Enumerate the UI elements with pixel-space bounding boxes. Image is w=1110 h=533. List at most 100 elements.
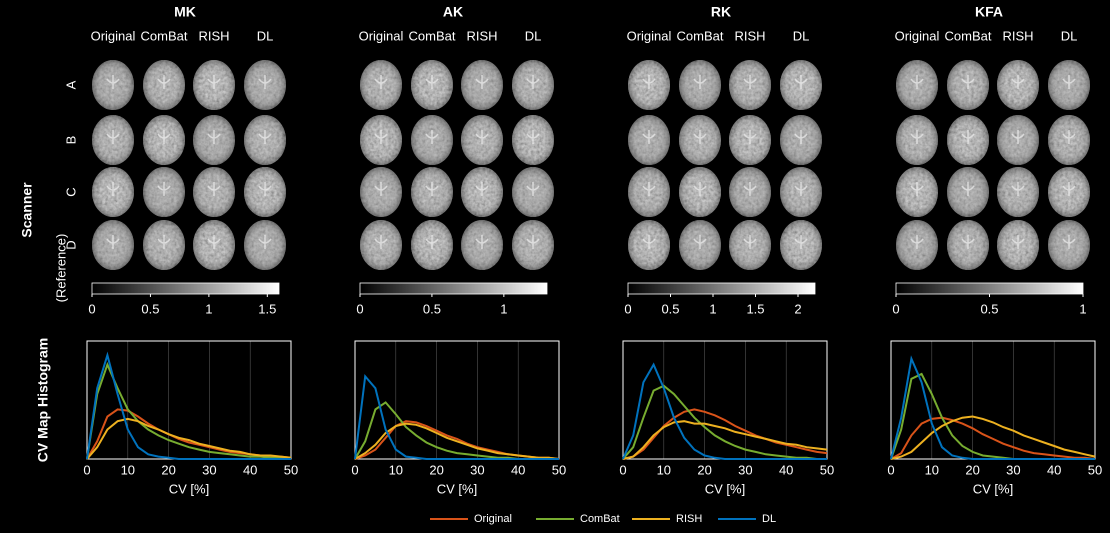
colorbar-tick-label: 1 [1079, 301, 1086, 316]
plot-frame [87, 341, 291, 459]
brain-image [193, 220, 235, 270]
series-line [87, 409, 291, 459]
brain-image [628, 115, 670, 165]
brain-image [1048, 220, 1090, 270]
column-label: RISH [734, 28, 765, 43]
x-tick-label: 40 [779, 462, 793, 477]
x-tick-label: 0 [83, 462, 90, 477]
brain-image [92, 60, 134, 110]
brain-image [360, 60, 402, 110]
panel-title: RK [711, 4, 731, 20]
column-label: RISH [198, 28, 229, 43]
brain-image [896, 115, 938, 165]
x-tick-label: 50 [1088, 462, 1102, 477]
x-tick-label: 20 [161, 462, 175, 477]
panel-title: AK [443, 4, 463, 20]
brain-image [729, 167, 771, 217]
brain-image [411, 167, 453, 217]
brain-image [244, 167, 286, 217]
x-tick-label: 0 [351, 462, 358, 477]
colorbar-tick-label: 0.5 [423, 301, 441, 316]
brain-image [92, 115, 134, 165]
brain-image [997, 115, 1039, 165]
x-tick-label: 20 [697, 462, 711, 477]
brain-image [997, 60, 1039, 110]
brain-image [360, 115, 402, 165]
brain-image [461, 167, 503, 217]
series-line [623, 421, 827, 459]
brain-image [512, 167, 554, 217]
column-label: ComBat [141, 28, 188, 43]
legend-label: RISH [676, 513, 702, 525]
brain-image [896, 167, 938, 217]
colorbar-tick-label: 0 [356, 301, 363, 316]
brain-image [461, 220, 503, 270]
brain-image [244, 220, 286, 270]
x-tick-label: 10 [925, 462, 939, 477]
row-label: D [63, 240, 78, 249]
brain-image [628, 60, 670, 110]
column-label: DL [793, 28, 810, 43]
colorbar [92, 283, 279, 294]
colorbar-tick-label: 0 [624, 301, 631, 316]
brain-image [729, 115, 771, 165]
brain-image [729, 60, 771, 110]
brain-image [193, 60, 235, 110]
column-label: DL [257, 28, 274, 43]
brain-image [143, 60, 185, 110]
brain-image [92, 167, 134, 217]
brain-image [997, 167, 1039, 217]
column-label: RISH [466, 28, 497, 43]
x-axis-label: CV [%] [437, 481, 477, 496]
x-tick-label: 10 [389, 462, 403, 477]
brain-image [143, 220, 185, 270]
colorbar-tick-label: 1.5 [258, 301, 276, 316]
series-line [355, 376, 559, 459]
brain-image [360, 220, 402, 270]
column-label: DL [525, 28, 542, 43]
x-tick-label: 10 [657, 462, 671, 477]
panel-title: MK [174, 4, 196, 20]
x-tick-label: 30 [738, 462, 752, 477]
legend-label: ComBat [580, 513, 620, 525]
series-line [891, 374, 1095, 459]
brain-image [143, 115, 185, 165]
brain-image [193, 167, 235, 217]
colorbar-tick-label: 0 [88, 301, 95, 316]
x-tick-label: 30 [202, 462, 216, 477]
x-tick-label: 50 [820, 462, 834, 477]
column-label: ComBat [677, 28, 724, 43]
brain-image [679, 60, 721, 110]
brain-image [461, 115, 503, 165]
x-tick-label: 30 [1006, 462, 1020, 477]
column-label: Original [91, 28, 136, 43]
brain-image [947, 60, 989, 110]
brain-image [780, 220, 822, 270]
legend-label: DL [762, 513, 776, 525]
brain-image [411, 115, 453, 165]
brain-image [92, 220, 134, 270]
legend-label: Original [474, 513, 512, 525]
column-label: ComBat [409, 28, 456, 43]
column-label: Original [359, 28, 404, 43]
x-tick-label: 10 [121, 462, 135, 477]
series-line [87, 365, 291, 459]
x-tick-label: 20 [429, 462, 443, 477]
brain-image [1048, 115, 1090, 165]
colorbar-tick-label: 0.5 [661, 301, 679, 316]
brain-image [780, 167, 822, 217]
brain-image [143, 167, 185, 217]
colorbar [628, 283, 815, 294]
row-label: B [63, 136, 78, 145]
x-tick-label: 40 [243, 462, 257, 477]
brain-image [997, 220, 1039, 270]
brain-image [628, 167, 670, 217]
x-tick-label: 50 [552, 462, 566, 477]
series-line [87, 419, 291, 459]
colorbar-tick-label: 0.5 [141, 301, 159, 316]
brain-image [896, 220, 938, 270]
x-axis-label: CV [%] [973, 481, 1013, 496]
brain-image [411, 220, 453, 270]
brain-image [780, 115, 822, 165]
x-axis-label: CV [%] [169, 481, 209, 496]
